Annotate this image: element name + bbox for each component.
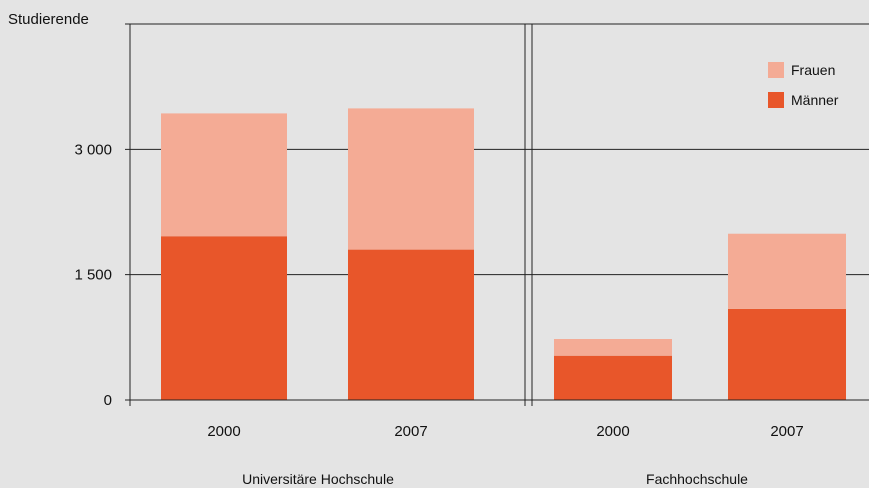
panel-label: Universitäre Hochschule	[242, 471, 394, 487]
legend-label: Männer	[791, 92, 839, 108]
legend-swatch	[768, 92, 784, 108]
x-tick-label: 2007	[394, 423, 427, 440]
legend-swatch	[768, 62, 784, 78]
y-axis-title: Studierende	[8, 11, 89, 28]
x-tick-label: 2000	[207, 423, 240, 440]
bar-frauen-Fachhochschule-2000	[554, 339, 672, 356]
bar-frauen-Fachhochschule-2007	[728, 233, 846, 309]
bar-frauen-Universitäre Hochschule-2000	[161, 113, 287, 237]
bar-maenner-Fachhochschule-2007	[728, 308, 846, 400]
bar-frauen-Universitäre Hochschule-2007	[348, 108, 474, 250]
y-tick-label: 0	[104, 392, 112, 409]
bar-maenner-Universitäre Hochschule-2000	[161, 236, 287, 400]
x-tick-label: 2007	[770, 423, 803, 440]
bar-maenner-Fachhochschule-2000	[554, 355, 672, 400]
bar-maenner-Universitäre Hochschule-2007	[348, 249, 474, 400]
panel-label: Fachhochschule	[646, 471, 748, 487]
legend-label: Frauen	[791, 62, 835, 78]
y-tick-label: 3 000	[74, 141, 112, 158]
y-tick-label: 1 500	[74, 267, 112, 284]
x-tick-label: 2000	[596, 423, 629, 440]
